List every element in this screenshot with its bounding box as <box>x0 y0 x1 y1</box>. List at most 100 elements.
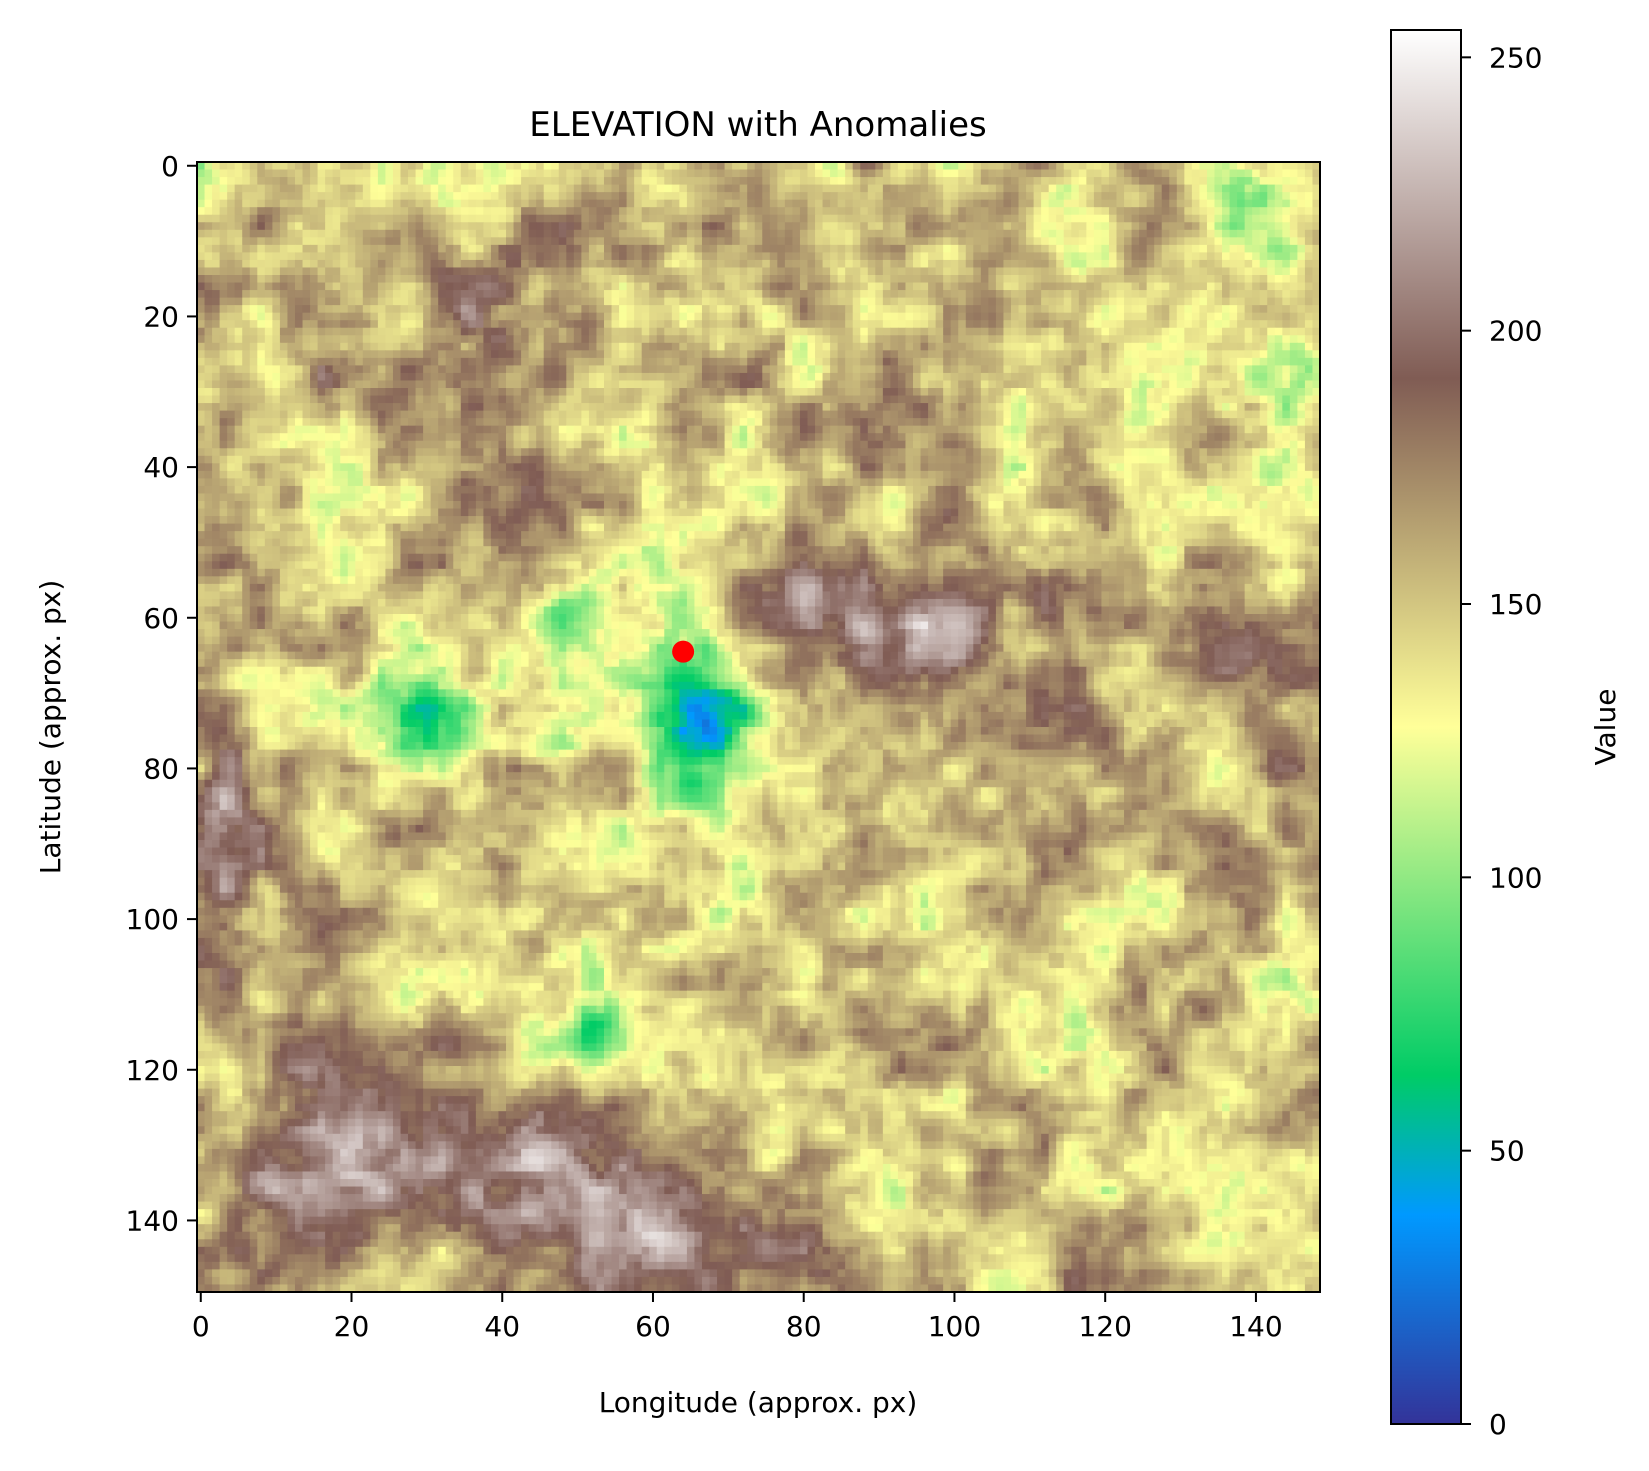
heatmap-cell <box>506 320 514 328</box>
heatmap-cell <box>1245 350 1253 358</box>
heatmap-cell <box>1071 335 1079 343</box>
heatmap-cell <box>619 320 627 328</box>
heatmap-cell <box>1237 260 1245 268</box>
heatmap-cell <box>687 207 695 215</box>
heatmap-cell <box>717 162 725 170</box>
heatmap-cell <box>303 298 311 306</box>
heatmap-cell <box>1117 343 1125 351</box>
heatmap-cell <box>310 343 318 351</box>
heatmap-cell <box>1260 388 1268 396</box>
heatmap-cell <box>747 162 755 170</box>
heatmap-cell <box>1101 380 1109 388</box>
heatmap-cell <box>785 350 793 358</box>
heatmap-cell <box>498 162 506 170</box>
heatmap-cell <box>1214 283 1222 291</box>
heatmap-cell <box>1139 192 1147 200</box>
heatmap-cell <box>491 245 499 253</box>
heatmap-cell <box>1154 388 1162 396</box>
heatmap-cell <box>936 192 944 200</box>
heatmap-cell <box>1252 350 1260 358</box>
heatmap-cell <box>431 290 439 298</box>
heatmap-cell <box>310 313 318 321</box>
heatmap-cell <box>295 343 303 351</box>
heatmap-cell <box>1139 365 1147 373</box>
heatmap-cell <box>755 252 763 260</box>
heatmap-cell <box>1071 237 1079 245</box>
heatmap-cell <box>604 335 612 343</box>
heatmap-cell <box>431 283 439 291</box>
heatmap-cell <box>1026 275 1034 283</box>
heatmap-cell <box>755 237 763 245</box>
heatmap-cell <box>1207 185 1215 193</box>
heatmap-cell <box>1101 252 1109 260</box>
heatmap-cell <box>649 298 657 306</box>
heatmap-cell <box>936 260 944 268</box>
heatmap-cell <box>815 215 823 223</box>
heatmap-cell <box>303 328 311 336</box>
heatmap-cell <box>619 237 627 245</box>
heatmap-cell <box>725 267 733 275</box>
heatmap-cell <box>1079 365 1087 373</box>
heatmap-cell <box>740 320 748 328</box>
heatmap-cell <box>936 365 944 373</box>
heatmap-cell <box>1154 192 1162 200</box>
heatmap-cell <box>981 350 989 358</box>
heatmap-cell <box>777 320 785 328</box>
heatmap-cell <box>393 192 401 200</box>
heatmap-cell <box>491 320 499 328</box>
heatmap-cell <box>551 200 559 208</box>
heatmap-cell <box>212 275 220 283</box>
heatmap-cell <box>408 177 416 185</box>
heatmap-cell <box>1192 200 1200 208</box>
heatmap-cell <box>491 343 499 351</box>
heatmap-cell <box>544 245 552 253</box>
heatmap-cell <box>1124 388 1132 396</box>
heatmap-cell <box>981 380 989 388</box>
heatmap-cell <box>1109 343 1117 351</box>
heatmap-cell <box>491 305 499 313</box>
heatmap-cell <box>506 290 514 298</box>
heatmap-cell <box>220 380 228 388</box>
heatmap-cell <box>785 275 793 283</box>
heatmap-cell <box>913 207 921 215</box>
heatmap-cell <box>1086 237 1094 245</box>
heatmap-cell <box>988 313 996 321</box>
heatmap-cell <box>566 275 574 283</box>
heatmap-cell <box>905 335 913 343</box>
heatmap-cell <box>943 207 951 215</box>
heatmap-cell <box>642 380 650 388</box>
heatmap-cell <box>747 170 755 178</box>
heatmap-cell <box>1109 365 1117 373</box>
heatmap-cell <box>898 245 906 253</box>
heatmap-cell <box>1237 200 1245 208</box>
heatmap-cell <box>664 260 672 268</box>
heatmap-cell <box>868 365 876 373</box>
heatmap-cell <box>536 358 544 366</box>
heatmap-cell <box>921 283 929 291</box>
heatmap-cell <box>1230 335 1238 343</box>
heatmap-cell <box>973 328 981 336</box>
heatmap-cell <box>1305 170 1313 178</box>
heatmap-cell <box>242 290 250 298</box>
heatmap-cell <box>212 396 220 404</box>
heatmap-cell <box>830 350 838 358</box>
heatmap-cell <box>1079 320 1087 328</box>
heatmap-cell <box>807 252 815 260</box>
heatmap-cell <box>265 358 273 366</box>
heatmap-cell <box>1154 350 1162 358</box>
heatmap-cell <box>672 358 680 366</box>
heatmap-cell <box>589 350 597 358</box>
heatmap-cell <box>868 215 876 223</box>
heatmap-cell <box>634 215 642 223</box>
heatmap-cell <box>227 267 235 275</box>
heatmap-cell <box>702 305 710 313</box>
heatmap-cell <box>220 237 228 245</box>
heatmap-cell <box>348 365 356 373</box>
heatmap-cell <box>936 313 944 321</box>
heatmap-cell <box>1117 358 1125 366</box>
heatmap-cell <box>1094 275 1102 283</box>
heatmap-cell <box>694 200 702 208</box>
heatmap-cell <box>1184 305 1192 313</box>
heatmap-cell <box>883 185 891 193</box>
heatmap-cell <box>476 207 484 215</box>
